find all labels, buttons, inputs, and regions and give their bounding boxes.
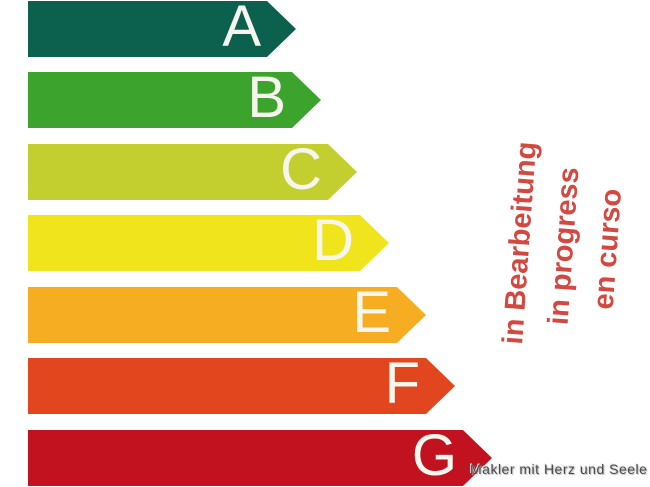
- energy-class-label: E: [352, 280, 391, 345]
- energy-bar-f: F: [28, 351, 426, 416]
- energy-class-label: F: [384, 351, 420, 416]
- energy-class-label: B: [247, 65, 286, 130]
- watermark-text: Makler mit Herz und Seele !: [470, 461, 650, 477]
- energy-arrow-e: E: [28, 280, 426, 345]
- arrowhead-icon: [426, 358, 455, 414]
- energy-arrow-b: B: [28, 65, 321, 130]
- energy-bar-b: B: [28, 65, 292, 130]
- energy-bar-d: D: [28, 208, 360, 273]
- arrowhead-icon: [292, 72, 321, 128]
- arrowhead-icon: [267, 1, 296, 57]
- energy-bar-a: A: [28, 0, 267, 59]
- status-text-rotated: in Bearbeitung in progress en curso: [489, 107, 640, 386]
- energy-bar-c: C: [28, 137, 328, 202]
- energy-bar-e: E: [28, 280, 397, 345]
- energy-class-label: G: [411, 423, 457, 487]
- energy-class-label: D: [312, 208, 354, 273]
- energy-class-label: C: [280, 137, 322, 202]
- energy-arrow-d: D: [28, 208, 389, 273]
- arrowhead-icon: [360, 215, 389, 271]
- arrowhead-icon: [328, 144, 357, 200]
- energy-arrow-a: A: [28, 0, 296, 59]
- energy-bar-g: G: [28, 423, 463, 487]
- energy-class-label: A: [222, 0, 261, 59]
- energy-arrow-g: G: [28, 423, 492, 487]
- arrowhead-icon: [463, 430, 492, 486]
- energy-arrow-c: C: [28, 137, 357, 202]
- energy-arrow-f: F: [28, 351, 455, 416]
- arrowhead-icon: [397, 287, 426, 343]
